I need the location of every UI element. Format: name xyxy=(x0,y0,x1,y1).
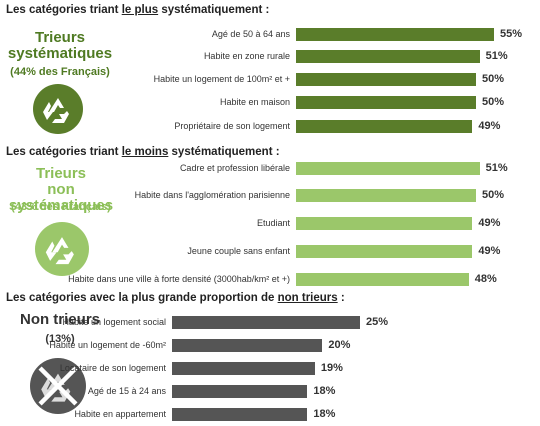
bar xyxy=(172,316,360,329)
bar-value-label: 50% xyxy=(482,96,505,108)
bar xyxy=(296,217,473,230)
bar-label: Jeune couple sans enfant xyxy=(187,246,290,256)
group-name-non-sorters: Non trieurs xyxy=(19,311,100,328)
bar-label: Habite un logement de -60m² xyxy=(49,340,166,350)
group-name-non-systematic: Trieurs non systématiques xyxy=(8,165,114,214)
bar-value-label: 18% xyxy=(313,408,336,420)
bar xyxy=(172,385,308,398)
bar-label: Habite un logement de 100m² et + xyxy=(153,74,290,84)
bar xyxy=(296,120,473,133)
bar xyxy=(172,362,315,375)
bar-value-label: 49% xyxy=(478,120,501,132)
crossed-recycle-icon xyxy=(30,358,86,414)
bar xyxy=(296,189,476,202)
bar xyxy=(296,245,473,258)
recycle-icon xyxy=(35,222,89,276)
bar xyxy=(296,73,476,86)
bar-value-label: 55% xyxy=(500,28,523,40)
section-title-least: Les catégories triant le moins systémati… xyxy=(6,146,280,158)
bar xyxy=(296,50,480,63)
bar-label: Habite dans une ville à forte densité (3… xyxy=(68,274,290,284)
bar xyxy=(296,28,494,41)
bar xyxy=(296,273,469,286)
bar-value-label: 19% xyxy=(320,362,343,374)
bar-value-label: 49% xyxy=(478,245,501,257)
bar-label: Propriétaire de son logement xyxy=(174,121,290,131)
group-pct-non-systematic: (43% des Français) xyxy=(11,201,111,213)
bar-value-label: 51% xyxy=(485,50,508,62)
bar xyxy=(172,408,308,421)
bar-label: Agé de 15 à 24 ans xyxy=(87,386,166,396)
bar-label: Habite dans l'agglomération parisienne xyxy=(134,190,290,200)
group-name-systematic: Trieurs systématiques xyxy=(7,29,113,62)
bar-label: Cadre et profession libérale xyxy=(179,163,290,173)
bar-label: Locataire de son logement xyxy=(59,363,166,373)
bar-label: Habite en maison xyxy=(219,97,290,107)
bar-value-label: 50% xyxy=(482,73,505,85)
section-title-most: Les catégories triant le plus systématiq… xyxy=(6,4,270,16)
bar-value-label: 18% xyxy=(313,385,336,397)
bar-label: Agé de 50 à 64 ans xyxy=(211,29,290,39)
bar-value-label: 49% xyxy=(478,217,501,229)
bar xyxy=(296,96,476,109)
recycle-icon xyxy=(33,84,83,134)
group-pct-systematic: (44% des Français) xyxy=(10,66,110,78)
bar-value-label: 25% xyxy=(366,316,389,328)
bar-label: Habite en appartement xyxy=(74,409,166,419)
bar-value-label: 50% xyxy=(482,189,505,201)
bar-value-label: 51% xyxy=(485,162,508,174)
bar-value-label: 48% xyxy=(474,273,497,285)
bar xyxy=(172,339,323,352)
bar xyxy=(296,162,480,175)
bar-label: Habite en zone rurale xyxy=(203,51,290,61)
bar-label: Habite un logement social xyxy=(62,317,166,327)
group-pct-non-sorters: (13%) xyxy=(45,333,75,345)
bar-label: Etudiant xyxy=(256,218,290,228)
section-title-non: Les catégories avec la plus grande propo… xyxy=(6,292,345,304)
bar-value-label: 20% xyxy=(328,339,351,351)
